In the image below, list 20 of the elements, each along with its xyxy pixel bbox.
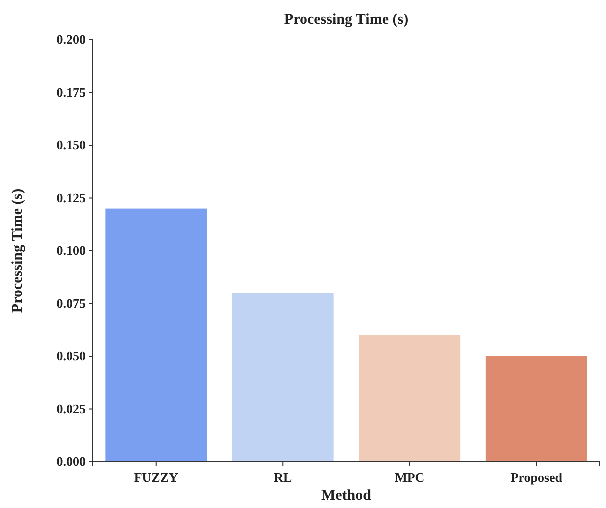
bar bbox=[232, 293, 334, 462]
y-tick-label: 0.200 bbox=[56, 32, 86, 48]
bar bbox=[359, 335, 461, 462]
x-tick-label: MPC bbox=[395, 470, 425, 485]
y-tick-label: 0.000 bbox=[56, 454, 86, 470]
y-tick-label: 0.025 bbox=[56, 401, 86, 416]
x-tick-label: RL bbox=[274, 470, 292, 485]
x-axis-title: Method bbox=[322, 488, 372, 504]
x-tick-label: FUZZY bbox=[134, 470, 180, 485]
bar bbox=[486, 356, 588, 462]
y-tick-label: 0.100 bbox=[56, 243, 86, 258]
y-tick-label: 0.125 bbox=[56, 190, 86, 206]
y-tick-label: 0.050 bbox=[56, 348, 86, 364]
chart-title: Processing Time (s) bbox=[284, 12, 409, 28]
x-tick-label: Proposed bbox=[510, 470, 564, 485]
y-tick-label: 0.150 bbox=[56, 138, 86, 153]
y-tick-label: 0.175 bbox=[56, 84, 86, 100]
bar bbox=[106, 208, 208, 462]
y-axis-title: Processing Time (s) bbox=[10, 188, 26, 314]
y-tick-label: 0.075 bbox=[56, 296, 86, 311]
